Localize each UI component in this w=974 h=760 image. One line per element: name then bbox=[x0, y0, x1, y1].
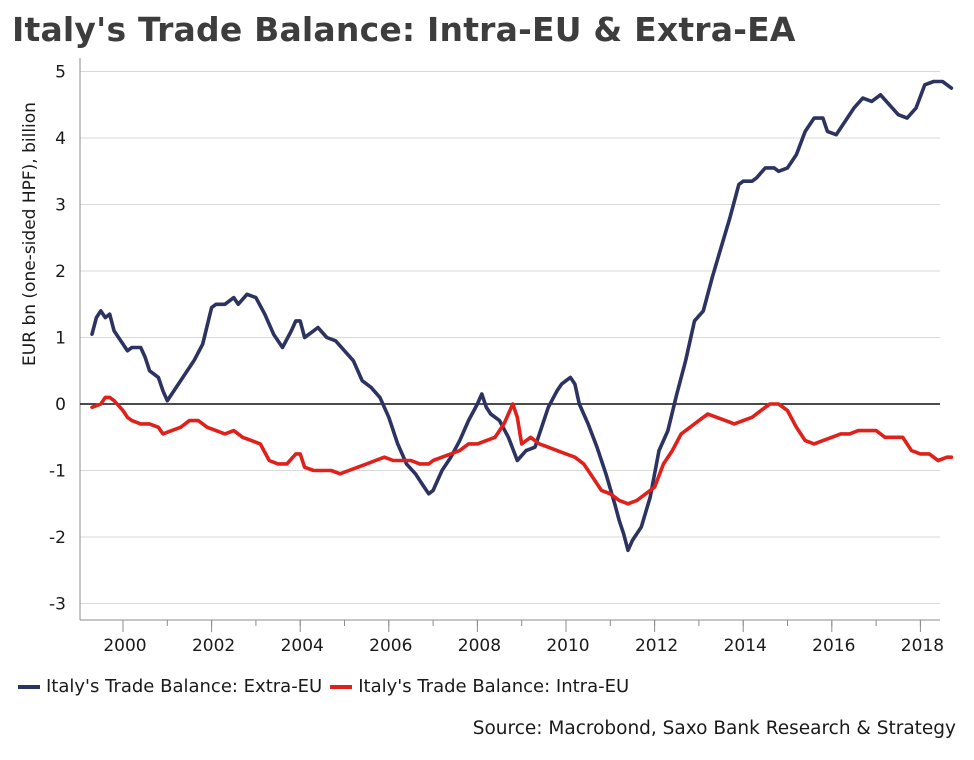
x-tick-label: 2018 bbox=[901, 636, 944, 656]
x-tick-label: 2012 bbox=[635, 636, 678, 656]
y-tick-label: 2 bbox=[55, 262, 66, 282]
x-tick-label: 2000 bbox=[103, 636, 146, 656]
x-tick-label: 2016 bbox=[812, 636, 855, 656]
series-lines bbox=[90, 79, 954, 553]
legend-item-extra-eu: Italy's Trade Balance: Extra-EU bbox=[18, 676, 322, 697]
x-tick-label: 2008 bbox=[458, 636, 501, 656]
y-tick-label: 1 bbox=[55, 329, 66, 349]
x-tick-label: 2014 bbox=[724, 636, 767, 656]
tick-labels: 5 4 3 2 1 0 -1 -2 -3 2000 2002 2004 2006 2008 2010 2012… bbox=[49, 63, 944, 657]
y-tick-label: 3 bbox=[55, 196, 66, 216]
chart-title: Italy's Trade Balance: Intra-EU & Extra-… bbox=[12, 10, 796, 49]
legend: Italy's Trade Balance: Extra-EU Italy's … bbox=[18, 676, 637, 697]
x-tick-label: 2006 bbox=[369, 636, 412, 656]
y-tick-label: -2 bbox=[49, 528, 66, 548]
x-tick-label: 2010 bbox=[546, 636, 589, 656]
x-tick-label: 2004 bbox=[281, 636, 324, 656]
y-axis-label: EUR bn (one-sided HPF), billion bbox=[20, 102, 40, 366]
series-line-extra-eu bbox=[90, 79, 954, 553]
grid-lines bbox=[80, 71, 940, 604]
x-tick-label: 2002 bbox=[192, 636, 235, 656]
legend-label-extra-eu: Italy's Trade Balance: Extra-EU bbox=[46, 676, 323, 697]
source-note: Source: Macrobond, Saxo Bank Research & … bbox=[472, 718, 956, 739]
y-tick-label: -3 bbox=[49, 595, 66, 615]
series-line-intra-eu bbox=[90, 395, 954, 506]
y-tick-label: 0 bbox=[55, 395, 66, 415]
y-tick-label: -1 bbox=[49, 462, 66, 482]
axes bbox=[79, 58, 940, 632]
legend-label-intra-eu: Italy's Trade Balance: Intra-EU bbox=[358, 676, 630, 697]
y-tick-label: 4 bbox=[55, 129, 66, 149]
legend-swatch-intra-eu bbox=[330, 684, 353, 689]
legend-item-intra-eu: Italy's Trade Balance: Intra-EU bbox=[330, 676, 629, 697]
legend-swatch-extra-eu bbox=[18, 684, 40, 689]
y-tick-label: 5 bbox=[55, 63, 66, 83]
